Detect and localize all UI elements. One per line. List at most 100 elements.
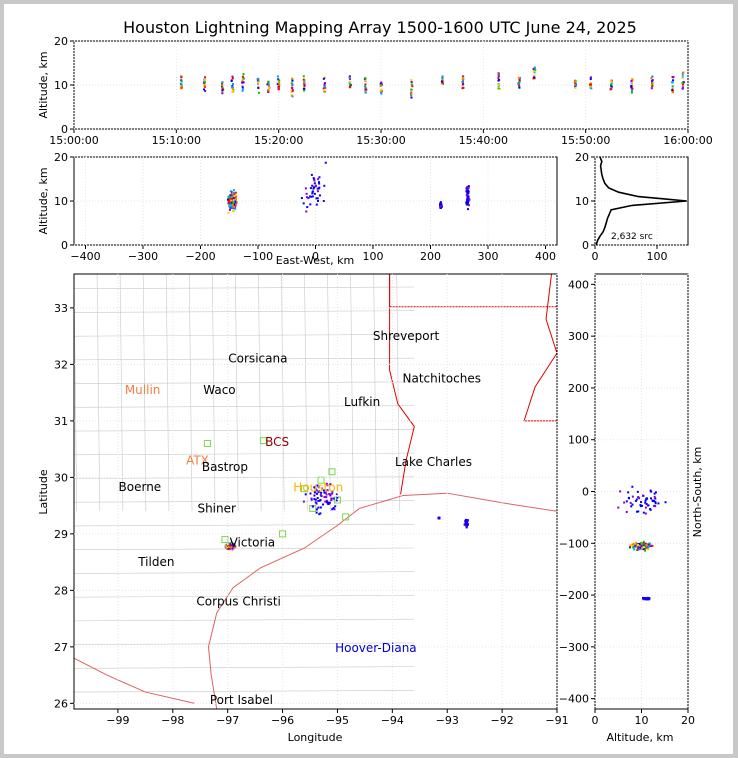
time-alt-source xyxy=(303,83,306,86)
time-alt-source xyxy=(609,80,612,83)
time-alt-ytick-label: 20 xyxy=(54,35,68,48)
county-line xyxy=(74,547,415,550)
hist-xtick-label: 0 xyxy=(592,250,599,263)
time-alt-source xyxy=(267,86,270,89)
map-source xyxy=(325,482,328,485)
ns-source xyxy=(640,501,643,504)
time-alt-source xyxy=(204,76,207,79)
map-source xyxy=(318,499,321,502)
time-alt-xtick-label: 15:20:00 xyxy=(254,134,303,147)
time-alt-source xyxy=(241,89,244,92)
city-label-bcs: BCS xyxy=(265,435,289,449)
map-source xyxy=(467,519,470,522)
ns-source xyxy=(639,505,642,508)
time-alt-xtick-label: 15:00:00 xyxy=(49,134,98,147)
lma-figure: Houston Lightning Mapping Array 1500-160… xyxy=(37,18,713,744)
time-alt-xtick-label: 15:10:00 xyxy=(152,134,201,147)
ns-source xyxy=(638,497,641,500)
ew-source xyxy=(318,194,321,197)
lma-station-marker xyxy=(342,513,350,521)
ns-source xyxy=(625,500,628,503)
map-layers xyxy=(74,274,557,709)
ew-source xyxy=(466,198,469,201)
ns-source xyxy=(633,548,636,551)
time-alt-source xyxy=(671,90,674,93)
ew-source xyxy=(306,206,309,209)
ew-ytick-label: 10 xyxy=(54,195,68,208)
map-source xyxy=(330,499,333,502)
ns-source xyxy=(632,546,635,549)
time-alt-source xyxy=(497,76,500,79)
time-alt-source xyxy=(498,78,501,81)
map-xtick-label: −92 xyxy=(491,714,514,727)
ew-source xyxy=(309,203,312,206)
ew-xtick-label: 400 xyxy=(535,250,556,263)
time-altitude-panel: Altitude, km 15:00:00 15:10:00 15:20:00 15:… xyxy=(37,35,713,147)
ns-source xyxy=(629,545,632,548)
county-line xyxy=(74,523,415,527)
time-alt-source xyxy=(682,81,685,84)
ew-source xyxy=(315,197,318,200)
ew-source xyxy=(231,204,234,207)
city-label-houston: Houston xyxy=(293,481,343,495)
time-alt-source xyxy=(257,86,260,89)
time-alt-source xyxy=(221,82,224,85)
time-alt-source xyxy=(497,74,500,77)
ew-source xyxy=(316,199,319,202)
map-xtick-label: −96 xyxy=(271,714,294,727)
city-label-mullin: Mullin xyxy=(125,383,161,397)
ns-source xyxy=(649,497,652,500)
map-source xyxy=(336,496,339,499)
ew-source xyxy=(316,197,319,200)
ns-source xyxy=(631,485,634,488)
map-source xyxy=(335,499,338,502)
figure-canvas: Houston Lightning Mapping Array 1500-160… xyxy=(4,4,733,754)
ns-source xyxy=(642,540,645,543)
ns-source xyxy=(628,497,631,500)
time-alt-source xyxy=(379,82,382,85)
ew-source xyxy=(232,209,235,212)
ew-source xyxy=(313,178,316,181)
ns-source xyxy=(629,501,632,504)
city-label-tilden: Tilden xyxy=(137,555,174,569)
time-alt-source xyxy=(410,90,413,93)
ew-xtick-label: 300 xyxy=(478,250,499,263)
ns-source xyxy=(644,501,647,504)
time-alt-source xyxy=(609,88,612,91)
time-alt-source xyxy=(221,81,224,84)
time-alt-source xyxy=(267,83,270,86)
ns-source xyxy=(646,547,649,550)
county-line xyxy=(96,274,101,512)
time-alt-source xyxy=(231,87,234,90)
time-alt-source xyxy=(267,84,270,87)
map-source xyxy=(313,491,316,494)
map-source xyxy=(319,506,322,509)
ew-source xyxy=(231,206,234,209)
ew-source xyxy=(440,205,443,208)
map-ytick-label: 28 xyxy=(54,584,68,597)
time-alt-source xyxy=(231,77,234,80)
ew-source xyxy=(439,203,442,206)
ew-source xyxy=(318,182,321,185)
time-alt-source xyxy=(574,82,577,85)
map-source xyxy=(315,502,318,505)
time-alt-source xyxy=(180,80,183,83)
map-source xyxy=(332,507,335,510)
time-alt-source xyxy=(518,76,521,79)
ew-source xyxy=(227,211,230,214)
ew-source xyxy=(466,203,469,206)
time-alt-source xyxy=(364,77,367,80)
ew-source xyxy=(230,194,233,197)
ew-source xyxy=(467,187,470,190)
county-line xyxy=(142,274,147,512)
ns-source xyxy=(644,549,647,552)
county-line xyxy=(304,274,308,512)
ns-source xyxy=(650,490,653,493)
county-line xyxy=(74,571,415,574)
time-alt-source xyxy=(291,79,294,82)
ns-source xyxy=(636,548,639,551)
ns-source xyxy=(630,505,633,508)
time-alt-source xyxy=(410,94,413,97)
ew-source xyxy=(466,185,469,188)
ew-source xyxy=(310,173,313,176)
